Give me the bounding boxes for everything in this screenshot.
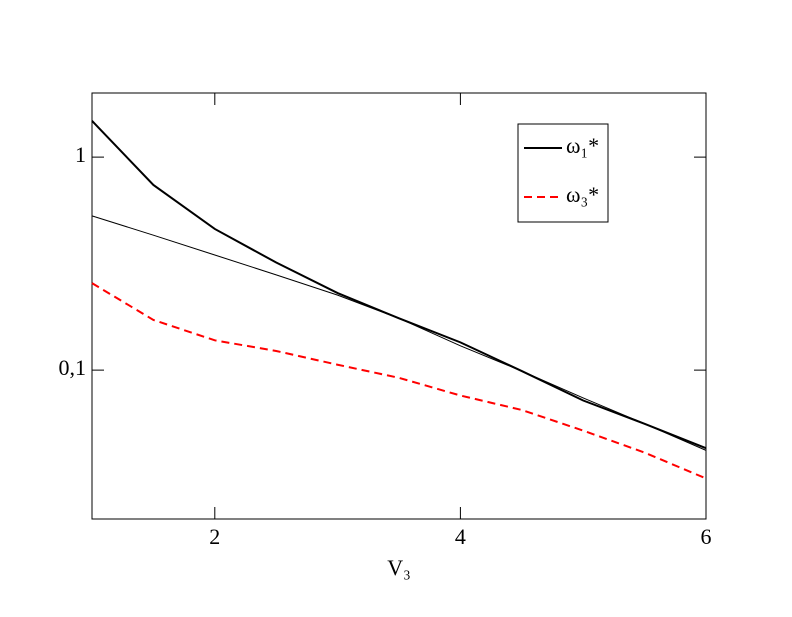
x-tick-label: 2 xyxy=(209,524,220,549)
y-tick-label: 0,1 xyxy=(59,355,87,380)
series-line xyxy=(91,120,707,450)
x-tick-label: 6 xyxy=(701,524,712,549)
legend-label: ω₃* xyxy=(566,182,599,207)
plot-frame xyxy=(91,92,707,520)
x-axis-label: V₃ xyxy=(387,555,411,580)
series-line xyxy=(91,282,707,480)
x-tick-label: 4 xyxy=(455,524,466,549)
legend-label: ω₁* xyxy=(566,133,599,158)
series-line xyxy=(91,215,707,451)
legend-box xyxy=(517,123,609,223)
y-tick-label: 1 xyxy=(75,142,86,167)
